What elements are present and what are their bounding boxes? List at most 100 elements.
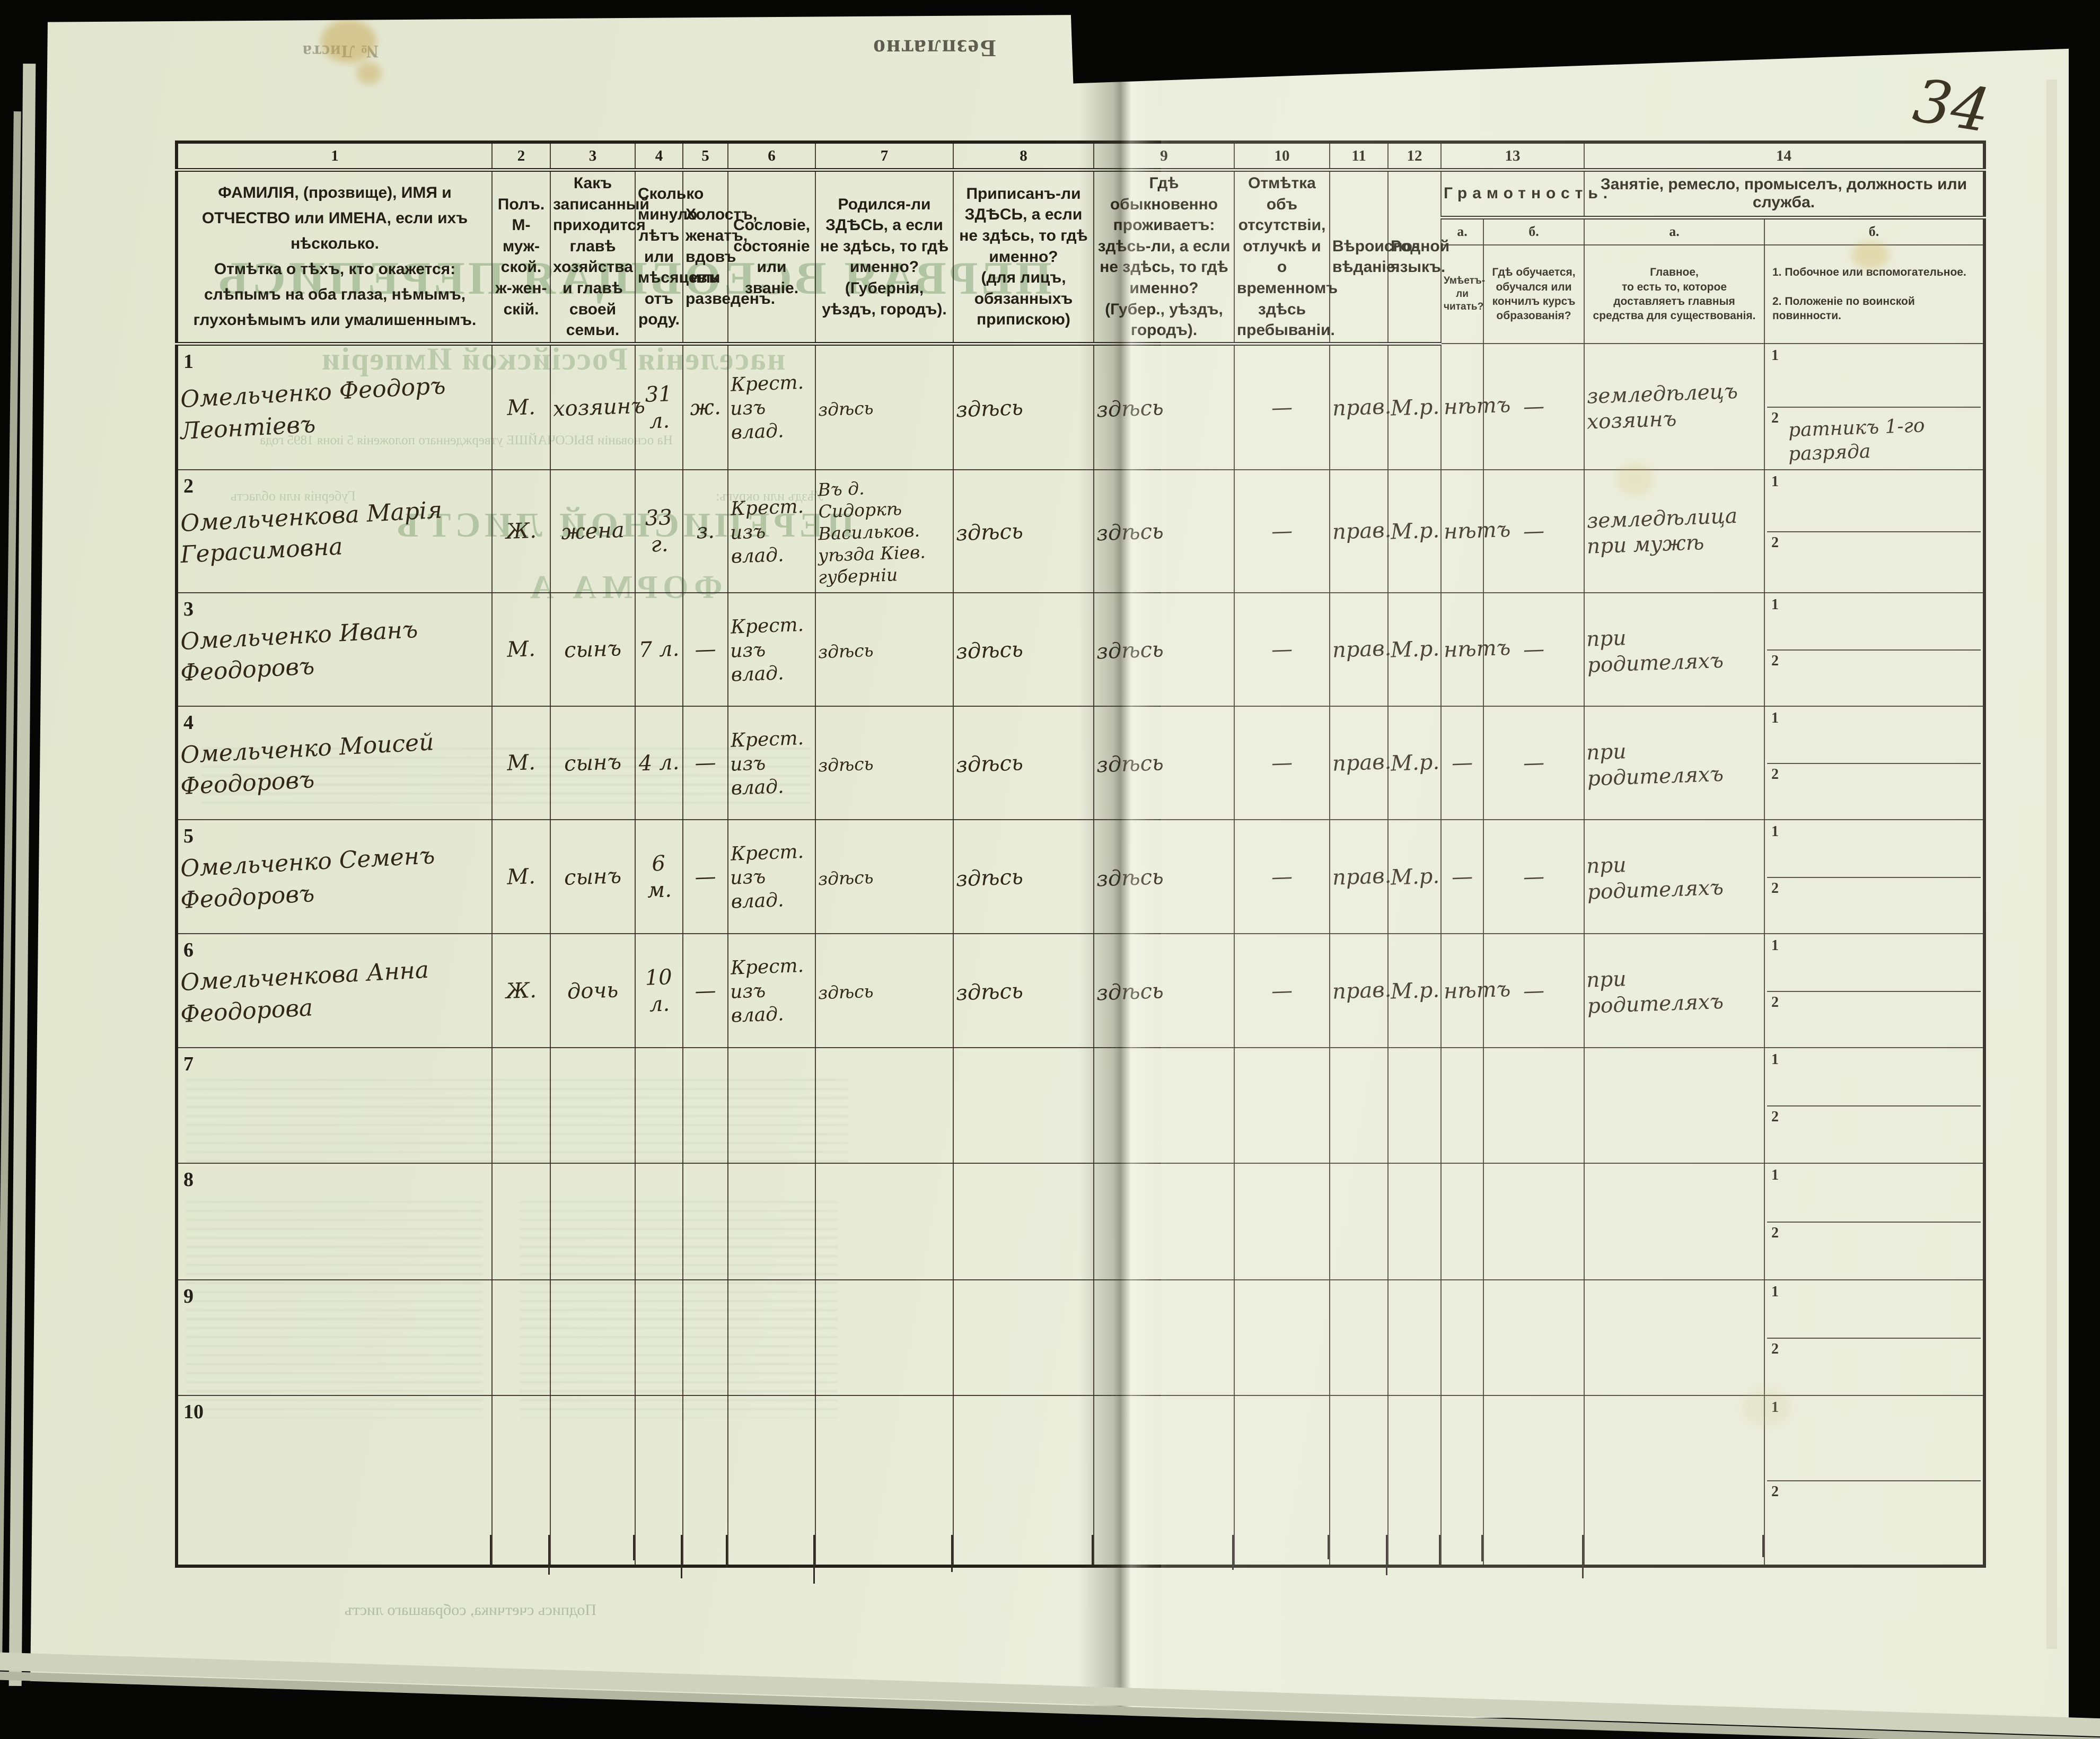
handwritten-entry: изъ влад. xyxy=(730,397,785,444)
handwritten-entry: М. xyxy=(506,864,536,890)
cell-literacy-school xyxy=(1483,1163,1585,1281)
cell-name: 5 Омельченко Семенъ Феодоровъ xyxy=(176,819,493,935)
handwritten-entry: при родителяхъ xyxy=(1586,739,1724,791)
cell-literacy-reads xyxy=(1440,1047,1484,1164)
cell-relation: дочь xyxy=(550,933,636,1049)
cell-residence: здѣсь xyxy=(1093,819,1235,935)
handwritten-entry: 33 г. xyxy=(644,505,673,557)
handwritten-entry: прав. xyxy=(1332,977,1392,1004)
column-tick xyxy=(1386,1535,1387,1575)
cell-occupation-main: земледѣлица при мужѣ xyxy=(1584,469,1765,594)
handwritten-entry: — xyxy=(1271,394,1293,420)
cell-registration: здѣсь xyxy=(953,343,1094,471)
subcell-side-occupation: 1 xyxy=(1767,594,1981,649)
cell-religion: прав. xyxy=(1329,343,1392,471)
cell-occupation-main xyxy=(1584,1395,1765,1567)
handwritten-entry: — xyxy=(1451,864,1473,890)
table-row: 2 Омельченкова Марія Герасимовна Ж. жена 33 г… xyxy=(176,469,1985,594)
handwritten-entry: при родителяхъ xyxy=(1586,967,1724,1018)
cell-marital xyxy=(682,1163,728,1281)
header-occupation-a: а. xyxy=(1584,217,1765,245)
handwritten-entry: здѣсь xyxy=(1096,751,1164,778)
cell-relation: сынъ xyxy=(550,706,636,821)
col-number: 10 xyxy=(1234,142,1330,172)
cell-absence: — xyxy=(1234,469,1330,594)
handwritten-entry: Крест. xyxy=(730,955,804,979)
cell-relation: сынъ xyxy=(550,592,636,707)
cell-literacy-reads: нѣтъ xyxy=(1440,933,1511,1049)
subcell-index: 1 xyxy=(1771,710,1779,727)
handwritten-entry: здѣсь xyxy=(1096,864,1164,892)
handwritten-entry: здѣсь xyxy=(1096,519,1164,546)
cell-sex: М. xyxy=(491,819,551,935)
handwritten-entry: — xyxy=(694,637,717,662)
header-name: ФАМИЛІЯ, (прозвище), ИМЯ и ОТЧЕСТВО или … xyxy=(176,169,493,346)
cell-age xyxy=(635,1047,683,1164)
col-number: 2 xyxy=(491,142,551,172)
column-tick xyxy=(1232,1535,1234,1570)
handwritten-entry: М. xyxy=(506,750,536,776)
cell-language xyxy=(1387,1279,1442,1397)
row-number: 1 xyxy=(183,350,194,373)
cell-literacy-reads: — xyxy=(1440,706,1484,821)
handwritten-entry: 31 л. xyxy=(644,381,673,434)
cell-age xyxy=(635,1279,683,1397)
subcell-index: 1 xyxy=(1771,1167,1779,1184)
cell-residence: здѣсь xyxy=(1093,469,1235,594)
column-tick xyxy=(1092,1535,1093,1565)
table-row: 6 Омельченкова Анна Феодорова Ж. дочь 10 л. — К… xyxy=(176,933,1985,1049)
handwritten-entry: — xyxy=(1523,750,1545,776)
cell-marital xyxy=(682,1279,728,1397)
cell-religion: прав. xyxy=(1329,819,1392,935)
subcell-military-status: 2 xyxy=(1767,990,1981,1047)
handwritten-entry: — xyxy=(694,864,717,890)
handwritten-entry: М. xyxy=(506,637,536,663)
cell-absence xyxy=(1234,1279,1330,1397)
cell-language: М.р. xyxy=(1387,706,1442,821)
row-number: 8 xyxy=(183,1169,194,1191)
handwritten-entry: нѣтъ xyxy=(1443,393,1511,420)
col-number: 1 xyxy=(176,142,493,172)
cell-residence: здѣсь xyxy=(1093,592,1235,707)
subcell-military-status: 2 xyxy=(1767,1338,1981,1394)
cell-age xyxy=(635,1395,683,1567)
header-birthplace: Родился-ли ЗДѢСЬ, а если не здѣсь, то гд… xyxy=(815,169,954,346)
handwritten-entry: — xyxy=(1523,637,1545,662)
cell-occupation-main: при родителяхъ xyxy=(1584,706,1765,821)
handwritten-entry: ж. xyxy=(689,394,722,420)
row-number: 2 xyxy=(183,475,194,498)
cell-language: М.р. xyxy=(1387,933,1442,1049)
handwritten-entry: М. xyxy=(506,394,536,420)
cell-birthplace: здѣсь xyxy=(815,592,954,707)
census-page: Безплатно № Листа ПЕРВАЯ ВСЕОБЩАЯ ПЕРЕПИСЬ… xyxy=(27,13,2084,1718)
row-number: 10 xyxy=(183,1401,204,1424)
cell-religion xyxy=(1329,1163,1389,1281)
handwritten-entry: М.р. xyxy=(1390,750,1440,776)
column-tick xyxy=(1328,1535,1329,1559)
cell-name: 8 xyxy=(176,1163,493,1281)
cell-occupation-main xyxy=(1584,1279,1765,1397)
cell-marital xyxy=(682,1395,728,1567)
handwritten-entry: здѣсь xyxy=(955,978,1024,1006)
cell-name: 6 Омельченкова Анна Феодорова xyxy=(176,933,493,1049)
handwritten-entry: здѣсь xyxy=(818,980,874,1004)
cell-language: М.р. xyxy=(1387,469,1442,594)
column-tick xyxy=(1481,1535,1483,1561)
cell-sex: М. xyxy=(491,343,551,471)
subcell-side-occupation: 1 xyxy=(1767,821,1981,877)
cell-birthplace: здѣсь xyxy=(815,819,954,935)
cell-absence xyxy=(1234,1047,1330,1164)
cell-estate: Крест. изъ влад. xyxy=(727,819,816,935)
row-number: 5 xyxy=(183,825,194,848)
table-row: 3 Омельченко Иванъ Феодоровъ М. сынъ 7 л. — Кре… xyxy=(176,592,1985,707)
handwritten-entry: здѣсь xyxy=(955,864,1024,892)
cell-occupation-main xyxy=(1584,1047,1765,1164)
cell-age: 31 л. xyxy=(635,343,683,471)
handwritten-entry: при родителяхъ xyxy=(1586,853,1724,904)
cell-religion xyxy=(1329,1047,1389,1164)
cell-age: 6 м. xyxy=(635,819,683,935)
column-tick xyxy=(726,1535,727,1568)
